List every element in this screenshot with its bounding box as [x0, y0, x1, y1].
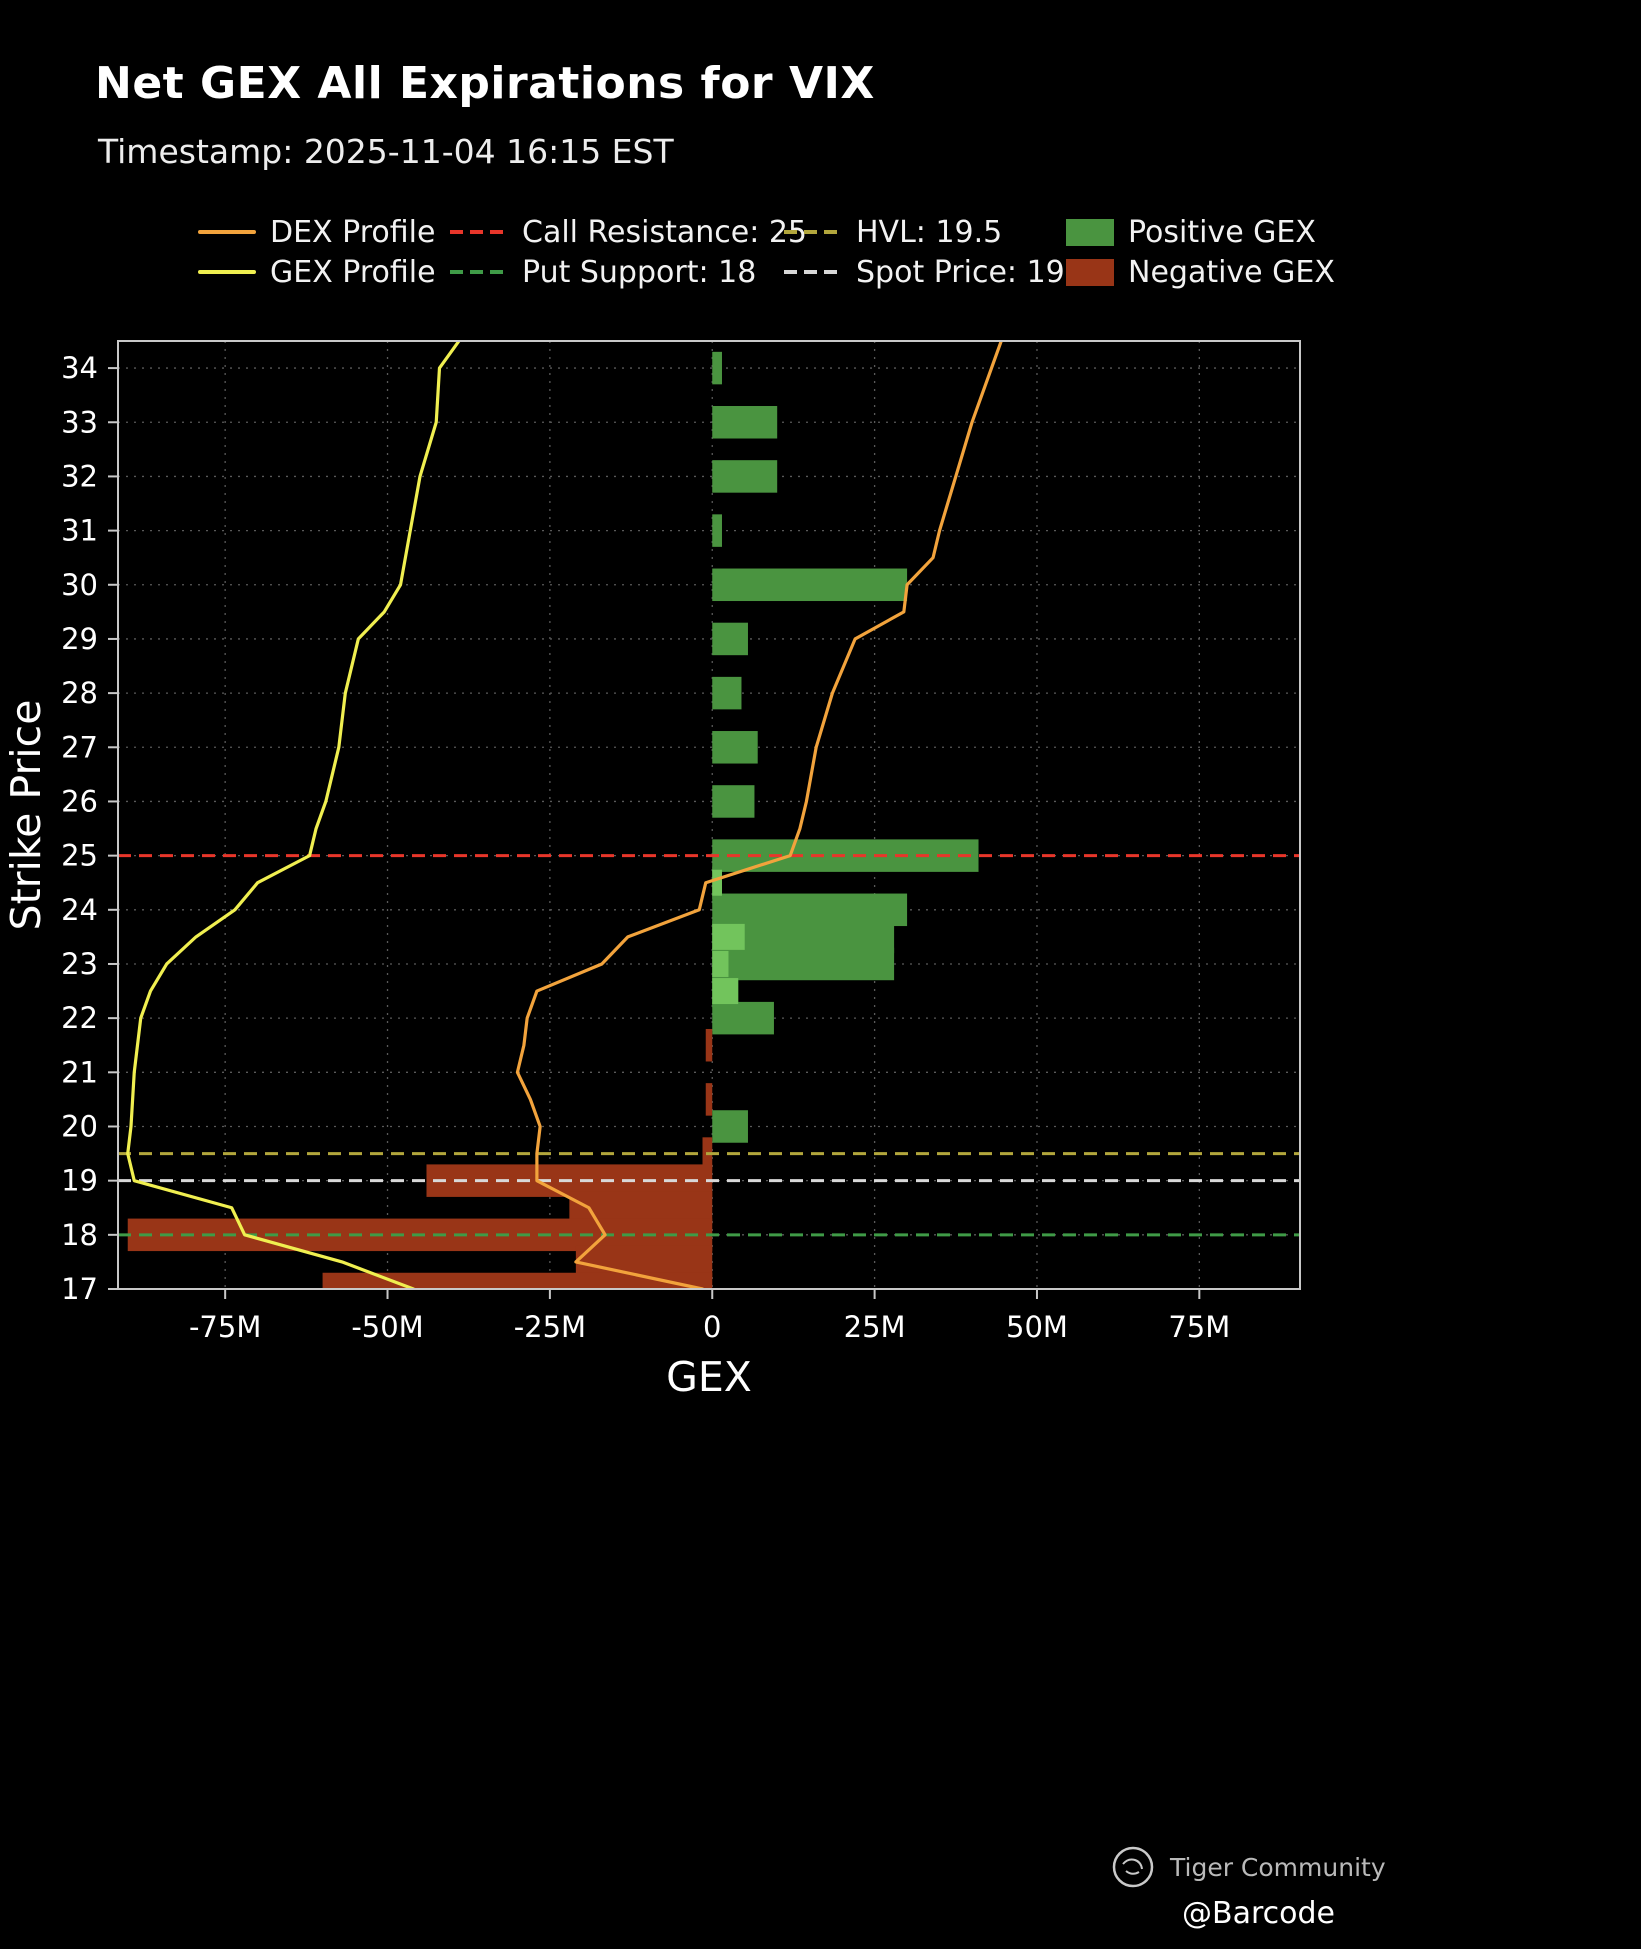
positive-gex-bar-highlight [712, 978, 739, 1005]
y-tick-label: 29 [61, 622, 98, 656]
y-tick-label: 27 [61, 730, 98, 764]
y-tick-label: 31 [61, 514, 98, 548]
x-tick-label: 75M [1168, 1310, 1230, 1344]
footer-brand: Tiger Community [1108, 1842, 1386, 1892]
chart-title: Net GEX All Expirations for VIX [95, 58, 875, 109]
positive-gex-bar [712, 947, 895, 981]
legend-item: Spot Price: 19 [784, 255, 1066, 290]
positive-gex-bar-highlight [712, 950, 729, 977]
plot-border [117, 340, 1301, 1290]
y-tick-label: 21 [61, 1055, 98, 1089]
y-tick-label: 34 [61, 351, 98, 385]
legend-swatch-dashed [784, 270, 842, 274]
brand-name: Tiger Community [1170, 1852, 1386, 1882]
legend-label: GEX Profile [270, 254, 436, 290]
positive-gex-bar [712, 785, 755, 818]
legend-item: Put Support: 18 [450, 255, 784, 290]
author-handle: @Barcode [1182, 1896, 1335, 1931]
y-tick-label: 17 [61, 1272, 98, 1306]
legend-label: Negative GEX [1128, 254, 1335, 290]
x-tick-label: 0 [703, 1310, 721, 1344]
legend-label: HVL: 19.5 [856, 214, 1003, 250]
y-tick-label: 33 [61, 405, 98, 439]
legend-item: Negative GEX [1066, 255, 1335, 290]
chart-area: -75M -50M -25M 0 25M 50M 75M 17 18 19 20 21 22 23 24 25… [0, 320, 1641, 1460]
y-tick-label: 24 [61, 893, 98, 927]
positive-gex-bar [712, 1001, 774, 1035]
positive-gex-bar [712, 676, 742, 710]
negative-gex-bar [705, 1083, 713, 1116]
y-tick-label: 19 [61, 1164, 98, 1198]
y-tick-label: 22 [61, 1001, 98, 1035]
negative-gex-bar [322, 1272, 713, 1289]
x-tick-label: 50M [1006, 1310, 1068, 1344]
positive-gex-bar [712, 1110, 748, 1143]
x-tick-label: -75M [189, 1310, 261, 1344]
y-tick-label: 18 [61, 1218, 98, 1252]
x-tick-label: -50M [351, 1310, 423, 1344]
legend-item: DEX Profile [198, 215, 450, 250]
legend-item: HVL: 19.5 [784, 215, 1066, 250]
y-tick-label: 32 [61, 459, 98, 493]
gex-profile-line [126, 341, 461, 1289]
legend-swatch-dashed [784, 230, 842, 234]
dex-profile-line [515, 341, 1003, 1289]
y-tick-label: 20 [61, 1109, 98, 1143]
y-tick-label: 23 [61, 947, 98, 981]
legend-swatch-dashed [450, 230, 508, 234]
legend-swatch-line [198, 270, 256, 274]
legend-item: Call Resistance: 25 [450, 215, 807, 250]
positive-gex-bar [712, 351, 722, 385]
legend-label: Positive GEX [1128, 214, 1316, 250]
legend-swatch-patch [1066, 218, 1114, 246]
positive-gex-bar [712, 731, 758, 764]
positive-gex-bar [712, 622, 748, 656]
positive-gex-bar-highlight [712, 869, 722, 896]
x-tick-label: -25M [514, 1310, 586, 1344]
positive-gex-bar-highlight [712, 923, 745, 950]
legend-item: Positive GEX [1066, 215, 1326, 250]
positive-gex-bar [712, 406, 778, 439]
legend-swatch-patch [1066, 258, 1114, 286]
legend-label: Spot Price: 19 [856, 254, 1065, 290]
plot-group [118, 341, 1300, 1289]
x-axis-label: GEX [666, 1353, 752, 1401]
legend-swatch-line [198, 230, 256, 234]
tiger-community-logo-icon [1112, 1846, 1154, 1888]
legend-label: DEX Profile [270, 214, 436, 250]
net-gex-chart: -75M -50M -25M 0 25M 50M 75M 17 18 19 20 21 22 23 24 25… [2, 340, 1301, 1401]
x-tick-label: 25M [844, 1310, 906, 1344]
y-tick-label: 28 [61, 676, 98, 710]
positive-gex-bar [712, 460, 778, 493]
positive-gex-bar [712, 514, 722, 547]
legend-label: Call Resistance: 25 [522, 214, 808, 250]
y-tick-label: 26 [61, 784, 98, 818]
chart-timestamp: Timestamp: 2025-11-04 16:15 EST [98, 132, 674, 171]
legend-item: GEX Profile [198, 255, 450, 290]
positive-gex-bar [712, 568, 908, 602]
negative-gex-bar [705, 1028, 713, 1062]
legend-swatch-dashed [450, 270, 508, 274]
chart-legend: DEX Profile Call Resistance: 25 HVL: 19.5 P… [198, 212, 1335, 292]
y-axis-label: Strike Price [2, 700, 50, 931]
y-tick-label: 25 [61, 839, 98, 873]
y-tick-label: 30 [61, 568, 98, 602]
legend-label: Put Support: 18 [522, 254, 757, 290]
